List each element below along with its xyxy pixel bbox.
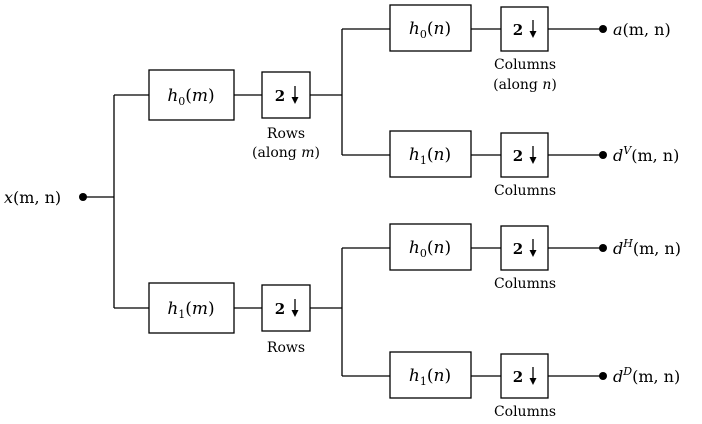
input-node bbox=[79, 193, 87, 201]
column-downsampler-2: 2 bbox=[500, 132, 549, 178]
connection-wires bbox=[83, 28, 603, 377]
svg-text:2: 2 bbox=[275, 300, 285, 318]
column-filter-1: h0(n) bbox=[389, 4, 472, 52]
columns-caption-3: Columns bbox=[494, 276, 556, 292]
svg-text:h1(n): h1(n) bbox=[409, 145, 451, 167]
svg-text:h0(n): h0(n) bbox=[409, 238, 451, 260]
column-filter-2: h1(n) bbox=[389, 130, 472, 178]
column-downsampler-3: 2 bbox=[500, 225, 549, 271]
svg-text:2: 2 bbox=[513, 21, 523, 39]
rows-caption-top-1: Rows bbox=[267, 126, 305, 142]
input-signal: x(m, n) bbox=[4, 188, 87, 207]
column-filter-3: h0(n) bbox=[389, 223, 472, 271]
row-downsampler-bottom: 2 bbox=[261, 284, 311, 332]
columns-caption-2: Columns bbox=[494, 183, 556, 199]
column-filter-4: h1(n) bbox=[389, 351, 472, 399]
output-diagonal-detail: dD(m, n) bbox=[599, 365, 680, 386]
svg-text:2: 2 bbox=[513, 147, 523, 165]
svg-text:dV(m, n): dV(m, n) bbox=[613, 144, 679, 165]
svg-text:2: 2 bbox=[513, 240, 523, 258]
svg-text:h1(m): h1(m) bbox=[167, 299, 214, 321]
column-downsampler-1: 2 bbox=[500, 6, 549, 52]
columns-caption-1-line2: (along n) bbox=[493, 77, 557, 93]
svg-text:h0(m): h0(m) bbox=[167, 86, 214, 108]
svg-text:dD(m, n): dD(m, n) bbox=[613, 365, 680, 386]
svg-text:2: 2 bbox=[275, 87, 285, 105]
svg-text:h1(n): h1(n) bbox=[409, 366, 451, 388]
svg-text:2: 2 bbox=[513, 368, 523, 386]
output-vertical-detail: dV(m, n) bbox=[599, 144, 679, 165]
svg-text:a(m, n): a(m, n) bbox=[613, 20, 671, 39]
rows-caption-bottom: Rows bbox=[267, 340, 305, 356]
svg-text:dH(m, n): dH(m, n) bbox=[613, 237, 681, 258]
output-horizontal-detail: dH(m, n) bbox=[599, 237, 681, 258]
columns-caption-4: Columns bbox=[494, 404, 556, 420]
column-downsampler-4: 2 bbox=[500, 353, 549, 399]
output-approximation: a(m, n) bbox=[599, 20, 671, 39]
rows-caption-top-2: (along m) bbox=[252, 145, 320, 161]
input-label: x(m, n) bbox=[4, 188, 61, 207]
columns-caption-1-line1: Columns bbox=[494, 57, 556, 73]
row-downsampler-top: 2 bbox=[261, 71, 311, 119]
row-filter-h1: h1(m) bbox=[148, 282, 235, 334]
svg-text:h0(n): h0(n) bbox=[409, 19, 451, 41]
row-filter-h0: h0(m) bbox=[148, 69, 235, 121]
